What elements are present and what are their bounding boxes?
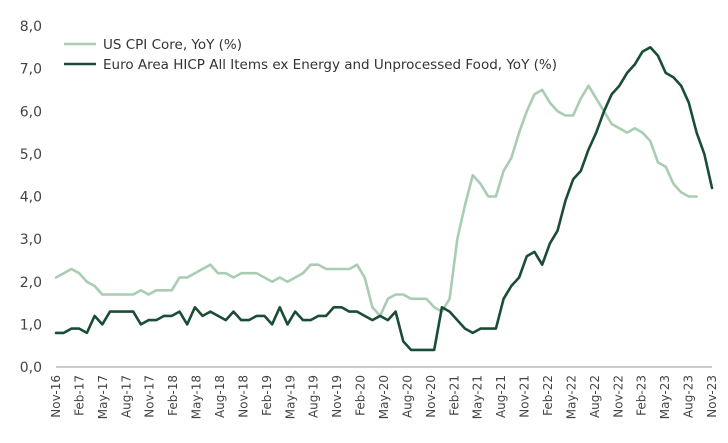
x-tick-label: Nov-18 <box>236 375 250 418</box>
x-tick-label: Nov-23 <box>705 375 719 418</box>
y-tick-label: 6,0 <box>20 104 42 120</box>
y-tick-label: 1,0 <box>20 317 42 333</box>
x-tick-label: Nov-19 <box>330 375 344 418</box>
y-tick-label: 7,0 <box>20 62 42 78</box>
x-tick-label: Aug-20 <box>400 375 414 418</box>
x-tick-label: May-18 <box>190 375 204 419</box>
y-tick-label: 8,0 <box>20 19 42 35</box>
series-layer <box>54 45 714 352</box>
series-line-euro-area-hicp <box>54 45 714 352</box>
y-tick-label: 0,0 <box>20 360 42 376</box>
legend: US CPI Core, YoY (%) Euro Area HICP All I… <box>64 37 557 73</box>
x-tick-label: Aug-19 <box>307 375 321 418</box>
x-tick-label: Feb-21 <box>447 375 461 416</box>
x-tick-label: Nov-20 <box>424 375 438 418</box>
x-tick-label: May-23 <box>658 375 672 419</box>
x-tick-label: May-21 <box>471 375 485 419</box>
x-tick-label: Nov-21 <box>518 375 532 418</box>
x-tick-label: Feb-17 <box>72 375 86 416</box>
x-tick-label: May-22 <box>564 375 578 419</box>
x-tick-label: Aug-23 <box>682 375 696 418</box>
y-tick-label: 3,0 <box>20 232 42 248</box>
legend-label: US CPI Core, YoY (%) <box>103 37 242 53</box>
x-tick-label: May-17 <box>96 375 110 419</box>
x-tick-label: Feb-23 <box>635 375 649 416</box>
x-tick-label: Aug-18 <box>213 375 227 418</box>
x-tick-label: Nov-16 <box>49 375 63 418</box>
x-tick-label: Feb-20 <box>354 375 368 416</box>
series-line-us-cpi-core <box>54 84 698 318</box>
x-tick-label: Aug-22 <box>588 375 602 418</box>
y-tick-label: 2,0 <box>20 275 42 291</box>
x-tick-label: Feb-22 <box>541 375 555 416</box>
x-axis-ticks: Nov-16 Feb-17 May-17 Aug-17 Nov-17 Feb-18 May-… <box>49 375 719 419</box>
x-tick-label: Nov-17 <box>143 375 157 418</box>
x-tick-label: Nov-22 <box>611 375 625 418</box>
x-tick-label: May-19 <box>283 375 297 419</box>
x-tick-label: May-20 <box>377 375 391 419</box>
x-tick-label: Aug-17 <box>119 375 133 418</box>
y-tick-label: 5,0 <box>20 147 42 163</box>
y-tick-label: 4,0 <box>20 190 42 206</box>
x-tick-label: Feb-19 <box>260 375 274 416</box>
x-tick-label: Aug-21 <box>494 375 508 418</box>
y-axis-ticks: 0,0 1,0 2,0 3,0 4,0 5,0 6,0 7,0 8,0 <box>20 19 42 376</box>
legend-label: Euro Area HICP All Items ex Energy and U… <box>103 57 557 73</box>
x-tick-label: Feb-18 <box>166 375 180 416</box>
